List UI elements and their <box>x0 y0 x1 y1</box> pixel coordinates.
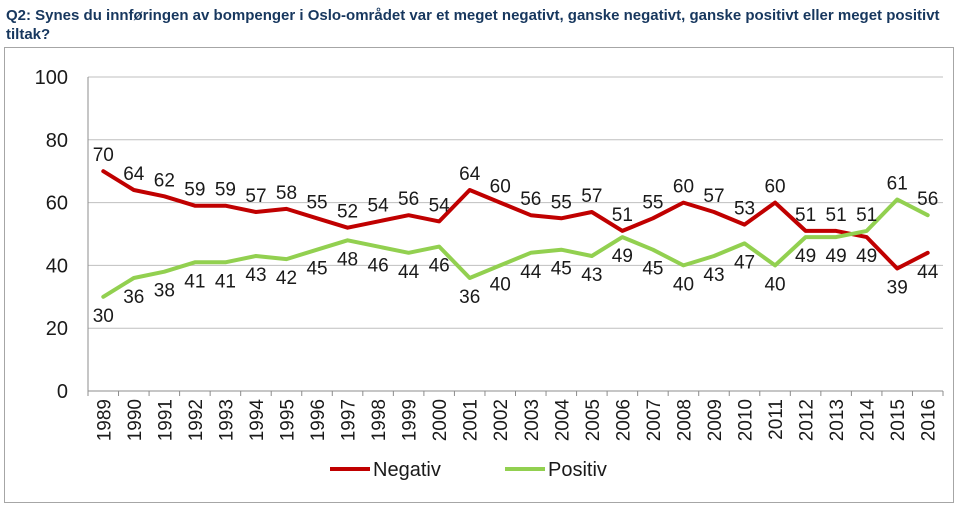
x-tick-label: 2011 <box>766 399 787 440</box>
chart-frame <box>4 47 954 503</box>
x-tick-label: 1989 <box>94 399 115 441</box>
x-tick-label: 2006 <box>613 399 634 441</box>
data-label: 45 <box>642 259 663 280</box>
legend-label: Negativ <box>373 459 441 481</box>
x-tick-label: 2009 <box>705 399 726 441</box>
x-tick-label: 1999 <box>400 399 421 441</box>
data-label: 62 <box>154 170 175 191</box>
x-tick-label: 2003 <box>522 399 543 441</box>
x-tick-label: 2007 <box>644 399 665 441</box>
data-label: 46 <box>429 256 450 277</box>
x-tick-label: 2010 <box>736 399 757 441</box>
data-label: 44 <box>917 262 939 283</box>
data-label: 56 <box>398 189 419 210</box>
data-label: 49 <box>856 246 877 267</box>
x-tick-label: 2004 <box>552 399 573 442</box>
data-label: 40 <box>764 274 785 295</box>
data-label: 48 <box>337 249 358 270</box>
x-tick-label: 1996 <box>308 399 329 441</box>
y-tick-label: 100 <box>35 67 68 89</box>
x-tick-label: 2001 <box>461 399 482 441</box>
data-label: 49 <box>795 246 816 267</box>
data-label: 51 <box>612 205 633 226</box>
data-label: 60 <box>764 177 785 198</box>
data-label: 54 <box>368 195 390 216</box>
data-label: 53 <box>734 199 755 220</box>
series-line-positiv <box>101 197 930 299</box>
x-tick-label: 1997 <box>339 399 360 441</box>
x-tick-label: 2002 <box>491 399 512 441</box>
x-tick-label: 2015 <box>888 399 909 441</box>
data-label: 55 <box>306 192 327 213</box>
data-label: 45 <box>306 259 327 280</box>
data-label: 47 <box>734 252 755 273</box>
x-tick-label: 1993 <box>216 399 237 441</box>
x-tick-label: 2000 <box>430 399 451 441</box>
data-label: 41 <box>184 271 205 292</box>
chart-title: Q2: Synes du innføringen av bompenger i … <box>6 7 940 43</box>
data-label: 49 <box>826 246 847 267</box>
data-label: 36 <box>123 287 144 308</box>
data-label: 40 <box>490 274 511 295</box>
data-label: 57 <box>581 186 602 207</box>
x-tick-label: 1992 <box>186 399 207 441</box>
data-label: 64 <box>459 164 481 185</box>
data-label: 55 <box>551 192 572 213</box>
data-label: 56 <box>917 189 938 210</box>
x-tick-label: 2016 <box>919 399 940 441</box>
data-label: 64 <box>123 164 145 185</box>
data-label: 40 <box>673 274 694 295</box>
legend-label: Positiv <box>548 459 607 481</box>
data-label: 58 <box>276 183 297 204</box>
y-tick-label: 60 <box>46 193 68 215</box>
x-tick-label: 2014 <box>858 399 879 442</box>
x-tick-label: 2012 <box>797 399 818 441</box>
x-tick-label: 2008 <box>674 399 695 441</box>
data-label: 49 <box>612 246 633 267</box>
data-label: 56 <box>520 189 541 210</box>
data-label: 46 <box>368 256 389 277</box>
data-label: 44 <box>398 262 420 283</box>
y-tick-label: 0 <box>57 381 68 403</box>
data-label: 43 <box>581 265 602 286</box>
data-label: 61 <box>887 173 908 194</box>
x-tick-label: 1998 <box>369 399 390 441</box>
data-label: 45 <box>551 259 572 280</box>
y-tick-label: 80 <box>46 130 68 152</box>
data-label: 59 <box>215 180 236 201</box>
data-label: 41 <box>215 271 236 292</box>
data-label: 54 <box>429 195 451 216</box>
data-label: 43 <box>703 265 724 286</box>
data-label: 59 <box>184 180 205 201</box>
data-label: 60 <box>490 177 511 198</box>
y-tick-label: 40 <box>46 255 68 277</box>
x-tick-label: 2013 <box>827 399 848 441</box>
data-label: 44 <box>520 262 542 283</box>
x-tick-label: 1990 <box>125 399 146 441</box>
y-tick-label: 20 <box>46 318 68 340</box>
x-tick-label: 1994 <box>247 399 268 442</box>
data-label: 70 <box>93 145 114 166</box>
x-tick-label: 1995 <box>277 399 298 441</box>
data-label: 57 <box>245 186 266 207</box>
data-label: 60 <box>673 177 694 198</box>
data-label: 52 <box>337 202 358 223</box>
data-label: 43 <box>245 265 266 286</box>
data-label: 51 <box>856 205 877 226</box>
data-label: 30 <box>93 306 114 327</box>
series-line-negativ <box>101 169 930 271</box>
data-label: 36 <box>459 287 480 308</box>
data-label: 51 <box>826 205 847 226</box>
data-label: 51 <box>795 205 816 226</box>
data-label: 38 <box>154 281 175 302</box>
data-label: 42 <box>276 268 297 289</box>
x-tick-label: 2005 <box>583 399 604 441</box>
data-label: 39 <box>887 278 908 299</box>
data-label: 57 <box>703 186 724 207</box>
data-label: 55 <box>642 192 663 213</box>
x-tick-label: 1991 <box>155 399 176 441</box>
